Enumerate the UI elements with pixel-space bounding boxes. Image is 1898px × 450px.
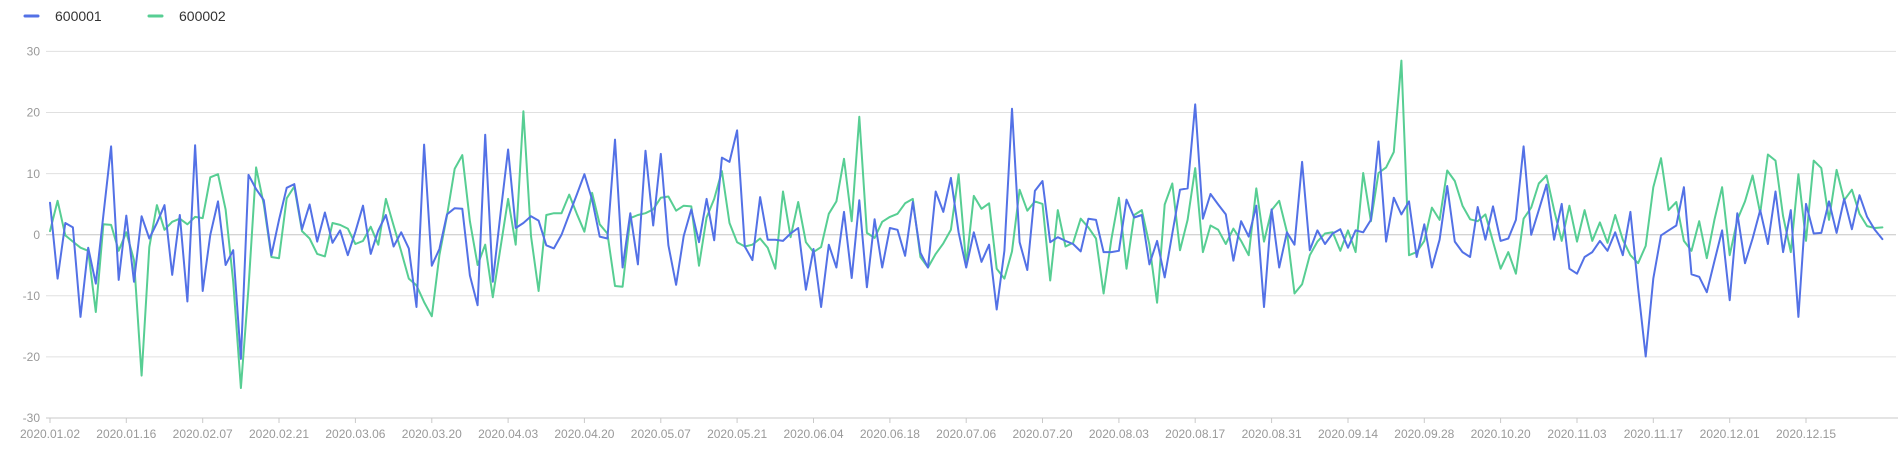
svg-text:30: 30 bbox=[27, 45, 41, 59]
svg-text:-30: -30 bbox=[23, 411, 41, 425]
svg-text:20: 20 bbox=[27, 106, 41, 120]
svg-text:2020.04.03: 2020.04.03 bbox=[478, 427, 538, 441]
svg-text:2020.09.14: 2020.09.14 bbox=[1318, 427, 1378, 441]
svg-text:2020.03.20: 2020.03.20 bbox=[402, 427, 462, 441]
svg-text:2020.02.07: 2020.02.07 bbox=[173, 427, 233, 441]
svg-text:2020.08.31: 2020.08.31 bbox=[1242, 427, 1302, 441]
svg-text:2020.11.03: 2020.11.03 bbox=[1547, 427, 1606, 441]
svg-text:-10: -10 bbox=[23, 289, 41, 303]
svg-text:2020.06.18: 2020.06.18 bbox=[860, 427, 920, 441]
svg-text:2020.01.02: 2020.01.02 bbox=[20, 427, 80, 441]
svg-text:2020.06.04: 2020.06.04 bbox=[783, 427, 843, 441]
svg-text:2020.09.28: 2020.09.28 bbox=[1394, 427, 1454, 441]
svg-text:600001: 600001 bbox=[55, 8, 102, 24]
svg-text:2020.02.21: 2020.02.21 bbox=[249, 427, 309, 441]
svg-text:2020.11.17: 2020.11.17 bbox=[1624, 427, 1683, 441]
svg-text:2020.01.16: 2020.01.16 bbox=[96, 427, 156, 441]
svg-text:2020.10.20: 2020.10.20 bbox=[1471, 427, 1531, 441]
svg-text:2020.04.20: 2020.04.20 bbox=[554, 427, 614, 441]
svg-text:2020.05.21: 2020.05.21 bbox=[707, 427, 767, 441]
svg-text:2020.03.06: 2020.03.06 bbox=[325, 427, 385, 441]
svg-text:2020.08.17: 2020.08.17 bbox=[1165, 427, 1225, 441]
svg-text:2020.12.01: 2020.12.01 bbox=[1700, 427, 1760, 441]
svg-text:10: 10 bbox=[27, 167, 41, 181]
svg-text:2020.05.07: 2020.05.07 bbox=[631, 427, 691, 441]
svg-text:600002: 600002 bbox=[179, 8, 226, 24]
svg-text:2020.12.15: 2020.12.15 bbox=[1776, 427, 1836, 441]
svg-text:-20: -20 bbox=[23, 350, 41, 364]
svg-text:2020.08.03: 2020.08.03 bbox=[1089, 427, 1149, 441]
svg-text:2020.07.20: 2020.07.20 bbox=[1012, 427, 1072, 441]
svg-text:0: 0 bbox=[33, 228, 40, 242]
svg-text:2020.07.06: 2020.07.06 bbox=[936, 427, 996, 441]
